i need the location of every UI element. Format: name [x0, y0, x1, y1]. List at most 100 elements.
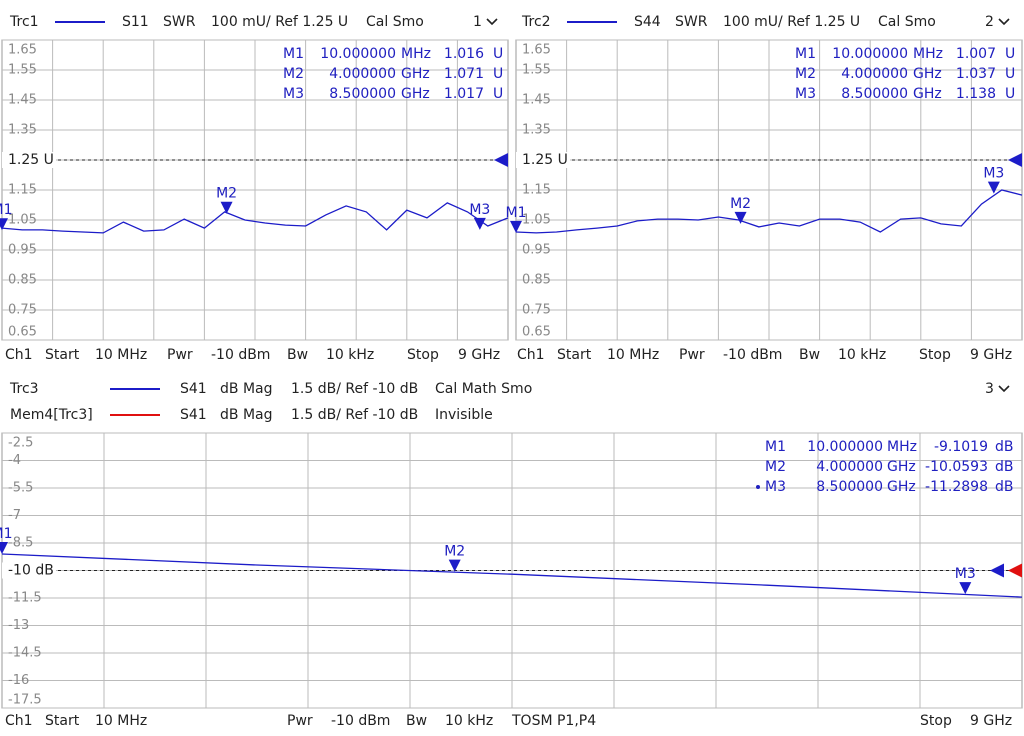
marker-y: -9.1019 [934, 439, 988, 455]
marker-name: M3 [283, 86, 304, 102]
channel-number[interactable]: 3 [985, 381, 994, 397]
footer-start: Start [45, 713, 80, 729]
marker-y-unit: U [1005, 46, 1015, 62]
marker-name: M2 [795, 66, 816, 82]
y-tick-label: 1.35 [8, 123, 37, 138]
y-tick-label: 1.65 [8, 43, 37, 58]
marker-y: -11.2898 [925, 479, 988, 495]
marker-x-unit: GHz [401, 66, 430, 82]
marker-triangle [959, 582, 972, 595]
marker-label: M3 [469, 202, 490, 218]
trace-format: SWR [675, 14, 708, 30]
trace-scale: 100 mU/ Ref 1.25 U [211, 14, 348, 30]
channel-menu-chevron[interactable] [998, 18, 1010, 26]
y-tick-label: 0.65 [8, 325, 37, 340]
trace [1, 553, 1023, 598]
trace-name: Trc1 [9, 14, 39, 30]
y-tick-label: -2.5 [8, 436, 33, 451]
y-tick-label: 1.05 [522, 213, 551, 228]
y-tick-label: 1.05 [8, 213, 37, 228]
trace [1, 202, 509, 234]
footer-freq: 10 MHz [607, 347, 659, 363]
ref-label-bg [2, 562, 56, 579]
marker-y: -10.0593 [925, 459, 988, 475]
footer-start: Start [45, 347, 80, 363]
marker-y-unit: U [493, 86, 503, 102]
marker-x-unit: GHz [887, 459, 916, 475]
footer-bw: Bw [406, 713, 427, 729]
marker-x-unit: GHz [913, 66, 942, 82]
marker-y-unit: U [1005, 66, 1015, 82]
footer-extra: TOSM P1,P4 [511, 713, 596, 729]
footer-ch: Ch1 [517, 347, 545, 363]
channel-number[interactable]: 1 [473, 14, 482, 30]
trace-param: S41 [180, 407, 207, 423]
marker-x: 8.500000 [816, 479, 883, 495]
marker-y-unit: U [493, 46, 503, 62]
footer-freq: 9 GHz [458, 347, 500, 363]
footer-bw: Bw [799, 347, 820, 363]
y-tick-label: 1.55 [8, 63, 37, 78]
marker-label: M1 [0, 202, 13, 218]
footer-power: -10 dBm [211, 347, 270, 363]
footer-pwr: Pwr [287, 713, 313, 729]
trace-param: S41 [180, 381, 207, 397]
ref-arrow [1008, 563, 1022, 578]
footer-freq: 9 GHz [970, 347, 1012, 363]
y-tick-label: 0.95 [522, 243, 551, 258]
marker-name: M1 [795, 46, 816, 62]
channel-menu-chevron[interactable] [998, 385, 1010, 393]
marker-x-unit: MHz [887, 439, 917, 455]
marker-triangle [0, 542, 8, 555]
footer-stop: Stop [919, 347, 951, 363]
trace-format: SWR [163, 14, 196, 30]
marker-triangle [0, 218, 8, 231]
footer-stop: Stop [920, 713, 952, 729]
marker-label: M2 [444, 544, 465, 560]
marker-name: M1 [283, 46, 304, 62]
footer-stop: Stop [407, 347, 439, 363]
active-marker-dot [756, 485, 760, 489]
marker-y-unit: U [1005, 86, 1015, 102]
marker-label: M2 [730, 196, 751, 212]
ref-arrow [494, 153, 508, 167]
trace-name: Trc2 [521, 14, 551, 30]
y-tick-label: -17.5 [8, 693, 42, 708]
marker-x: 4.000000 [816, 459, 883, 475]
marker-triangle [987, 181, 1000, 194]
marker-y-unit: U [493, 66, 503, 82]
marker-x: 8.500000 [329, 86, 396, 102]
channel-number[interactable]: 2 [985, 14, 994, 30]
trace-format: dB Mag [220, 381, 273, 397]
y-tick-label: 0.85 [522, 273, 551, 288]
marker-name: M3 [765, 479, 786, 495]
y-tick-label: -7 [8, 508, 21, 523]
ref-label: 1.25 U [8, 152, 54, 168]
marker-y: 1.016 [444, 46, 484, 62]
y-tick-label: 1.45 [522, 93, 551, 108]
footer-start: Start [557, 347, 592, 363]
marker-name: M3 [795, 86, 816, 102]
footer-power: -10 dBm [723, 347, 782, 363]
marker-y-unit: dB [995, 479, 1014, 495]
trace-flags: Invisible [435, 407, 493, 423]
footer-freq: 10 MHz [95, 713, 147, 729]
marker-name: M2 [765, 459, 786, 475]
ref-label: 1.25 U [522, 152, 568, 168]
channel-menu-chevron[interactable] [486, 18, 498, 26]
y-tick-label: -13 [8, 618, 29, 633]
trace-flags: Cal Math Smo [435, 381, 532, 397]
y-tick-label: -8.5 [8, 536, 33, 551]
marker-y: 1.037 [956, 66, 996, 82]
footer-freq: 9 GHz [970, 713, 1012, 729]
y-tick-label: 1.15 [8, 183, 37, 198]
y-tick-label: 1.35 [522, 123, 551, 138]
marker-x: 8.500000 [841, 86, 908, 102]
footer-freq: 10 MHz [95, 347, 147, 363]
marker-y-unit: dB [995, 439, 1014, 455]
marker-x-unit: MHz [401, 46, 431, 62]
ref-label-bg [2, 152, 56, 168]
marker-x: 10.000000 [832, 46, 908, 62]
y-tick-label: -16 [8, 673, 29, 688]
